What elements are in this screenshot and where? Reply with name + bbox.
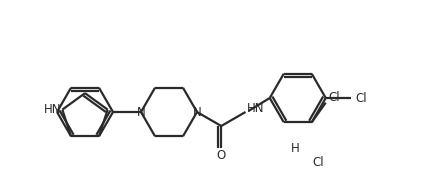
Text: Cl: Cl [355, 91, 367, 105]
Text: Cl: Cl [328, 91, 340, 104]
Text: HN: HN [247, 102, 264, 115]
Text: Cl: Cl [312, 156, 324, 169]
Text: O: O [216, 149, 226, 162]
Text: HN: HN [44, 103, 61, 116]
Text: N: N [193, 105, 202, 119]
Text: H: H [291, 142, 299, 154]
Text: N: N [137, 105, 145, 119]
